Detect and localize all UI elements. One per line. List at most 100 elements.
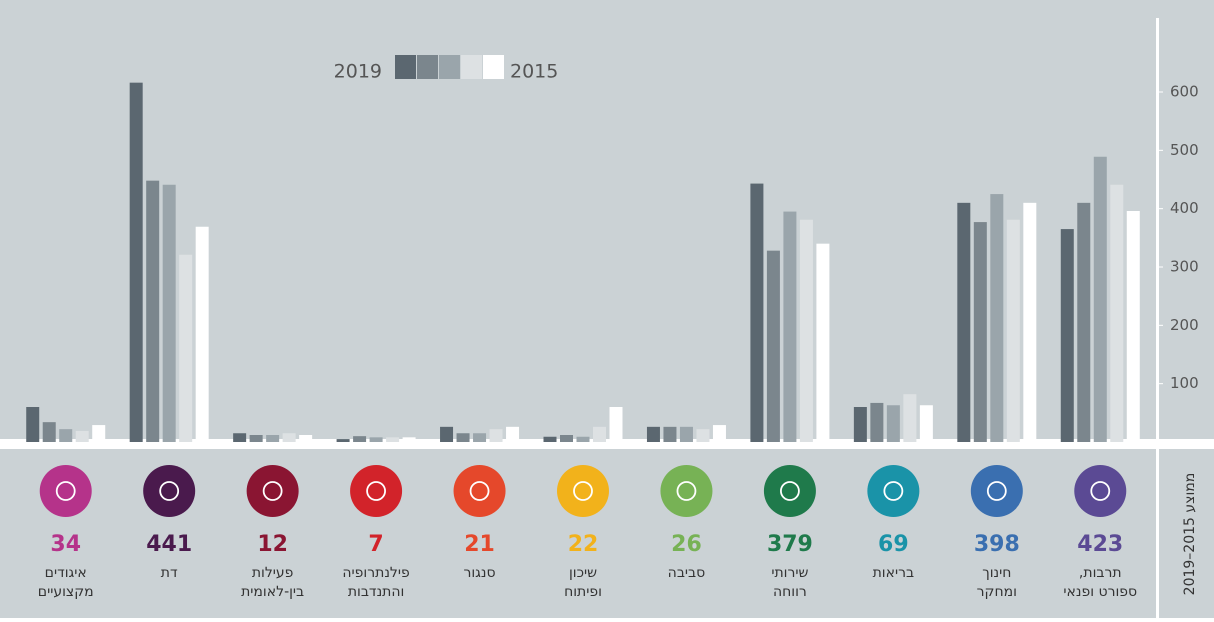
icon-glyph [55,481,76,501]
x-tick-label: ספורט ופנאי [1063,584,1137,600]
bar [816,243,830,442]
icon-glyph [159,481,180,501]
average-value: 398 [974,532,1020,557]
bar [799,219,813,442]
x-tick-label: פילנתרופיה [342,565,409,581]
bar [560,435,573,442]
x-tick-label: סביבה [668,565,706,581]
bar [402,437,416,442]
bar [1006,219,1020,442]
legend-swatch [461,55,482,79]
x-tick-label: סנגור [463,565,495,581]
category-icon [557,465,609,517]
bar [369,437,383,442]
x-tick-label: שירותי [771,565,808,581]
category-icon [350,465,403,517]
legend-to: 2015 [510,61,558,83]
legend-swatch [483,55,504,79]
bar [162,184,176,442]
bar [249,435,263,442]
x-tick-label: תרבות, [1079,565,1122,581]
category-icon [39,465,92,517]
x-tick-label: ומחקר [977,584,1017,600]
category-icon [763,465,816,517]
bar [353,436,367,442]
bar [1110,184,1124,442]
icon-glyph [883,481,904,501]
x-tick-label: איגודים [45,565,87,581]
bar [386,437,400,442]
legend-swatch [395,55,416,79]
bar [146,180,160,442]
bar [919,405,933,442]
y-tick-label: 600 [1170,83,1199,101]
bar [299,435,313,442]
bar [593,426,606,442]
icon-glyph [262,481,283,501]
bar [336,439,350,442]
bar [903,394,917,442]
category-icon [660,465,713,517]
category-icon [453,465,506,517]
bar [26,407,40,442]
bar [663,426,677,442]
average-value: 441 [146,532,192,557]
bar [1077,202,1091,442]
bar [75,430,89,442]
average-value: 69 [878,532,909,557]
bar [129,82,143,443]
x-tick-label: חינוך [982,565,1011,581]
average-value: 26 [671,532,702,557]
bar [646,426,660,442]
y-tick-label: 400 [1170,199,1199,217]
icon-glyph [780,481,800,501]
x-tick-label: בריאות [873,565,915,581]
x-tick-label: בין-לאומית [241,584,304,600]
average-value: 34 [50,532,81,557]
category-icon [1074,465,1127,517]
bar [783,211,797,442]
bar [696,429,710,442]
legend-swatch [439,55,460,79]
icon-glyph [676,481,697,501]
bar [233,433,247,442]
average-value: 423 [1077,532,1123,557]
average-value: 7 [368,532,383,557]
bar [990,194,1004,442]
bar [1023,202,1037,442]
icon-glyph [1090,481,1111,501]
bar [179,254,193,442]
bar [870,402,884,442]
bar [1126,211,1140,442]
icon-glyph [986,481,1007,501]
x-tick-label: מקצועיים [38,584,94,600]
y-tick-label: 300 [1170,258,1199,276]
bar [456,433,470,442]
bar [440,426,454,442]
bar [543,436,557,442]
icon-glyph [469,481,490,501]
y-tick-label: 100 [1170,374,1199,392]
category-icon [246,465,299,517]
bar [59,429,73,442]
bar [266,435,280,442]
bar [506,426,520,442]
bar [473,433,487,442]
bar [886,405,900,442]
legend-swatch [417,55,438,79]
average-value: 21 [464,532,495,557]
bar [853,407,867,442]
x-tick-label: שיכון [569,565,597,581]
average-label: ממוצע 2015–2019 [1182,473,1198,596]
bar [957,202,971,442]
x-tick-label: ופיתוח [564,584,602,600]
bar [195,226,209,442]
category-icon [970,465,1023,517]
average-value: 12 [257,532,288,557]
bar [576,436,590,442]
legend-from: 2019 [334,61,382,83]
separator [0,439,1214,449]
x-tick-label: דת [161,565,178,581]
